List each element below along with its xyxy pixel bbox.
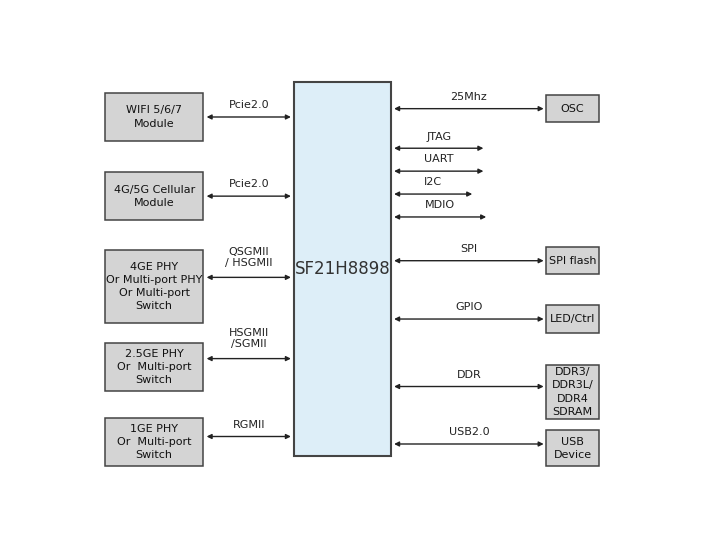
Text: DDR: DDR — [456, 370, 481, 380]
Text: LED/Ctrl: LED/Ctrl — [550, 314, 595, 324]
Bar — [105, 250, 203, 323]
Text: Pcie2.0: Pcie2.0 — [228, 100, 269, 110]
Bar — [105, 418, 203, 466]
Text: HSGMII
/SGMII: HSGMII /SGMII — [229, 328, 269, 349]
Text: OSC: OSC — [561, 104, 585, 114]
Bar — [546, 95, 599, 122]
Text: SPI flash: SPI flash — [549, 256, 596, 266]
Bar — [546, 431, 599, 466]
Text: Pcie2.0: Pcie2.0 — [228, 180, 269, 189]
Text: USB2.0: USB2.0 — [449, 427, 489, 437]
Text: USB
Device: USB Device — [554, 437, 592, 460]
Text: 1GE PHY
Or  Multi-port
Switch: 1GE PHY Or Multi-port Switch — [117, 424, 192, 460]
Text: 2.5GE PHY
Or  Multi-port
Switch: 2.5GE PHY Or Multi-port Switch — [117, 349, 192, 385]
Text: 25Mhz: 25Mhz — [451, 92, 487, 102]
Bar — [105, 172, 203, 220]
Text: I2C: I2C — [424, 177, 442, 187]
Text: JTAG: JTAG — [426, 131, 451, 142]
Bar — [294, 82, 392, 457]
Bar — [546, 306, 599, 333]
Text: UART: UART — [424, 155, 454, 164]
Text: QSGMII
/ HSGMII: QSGMII / HSGMII — [225, 247, 272, 268]
Text: SF21H8898: SF21H8898 — [294, 260, 390, 278]
Bar — [546, 247, 599, 274]
Bar — [546, 365, 599, 419]
Text: SPI: SPI — [460, 244, 477, 254]
Text: GPIO: GPIO — [455, 302, 482, 312]
Text: MDIO: MDIO — [425, 200, 455, 210]
Bar — [105, 343, 203, 391]
Text: 4G/5G Cellular
Module: 4G/5G Cellular Module — [114, 184, 195, 208]
Text: RGMII: RGMII — [233, 420, 265, 430]
Text: DDR3/
DDR3L/
DDR4
SDRAM: DDR3/ DDR3L/ DDR4 SDRAM — [552, 367, 593, 417]
Text: WIFI 5/6/7
Module: WIFI 5/6/7 Module — [126, 105, 182, 129]
Text: 4GE PHY
Or Multi-port PHY
Or Multi-port
Switch: 4GE PHY Or Multi-port PHY Or Multi-port … — [106, 262, 202, 311]
Bar — [105, 93, 203, 141]
